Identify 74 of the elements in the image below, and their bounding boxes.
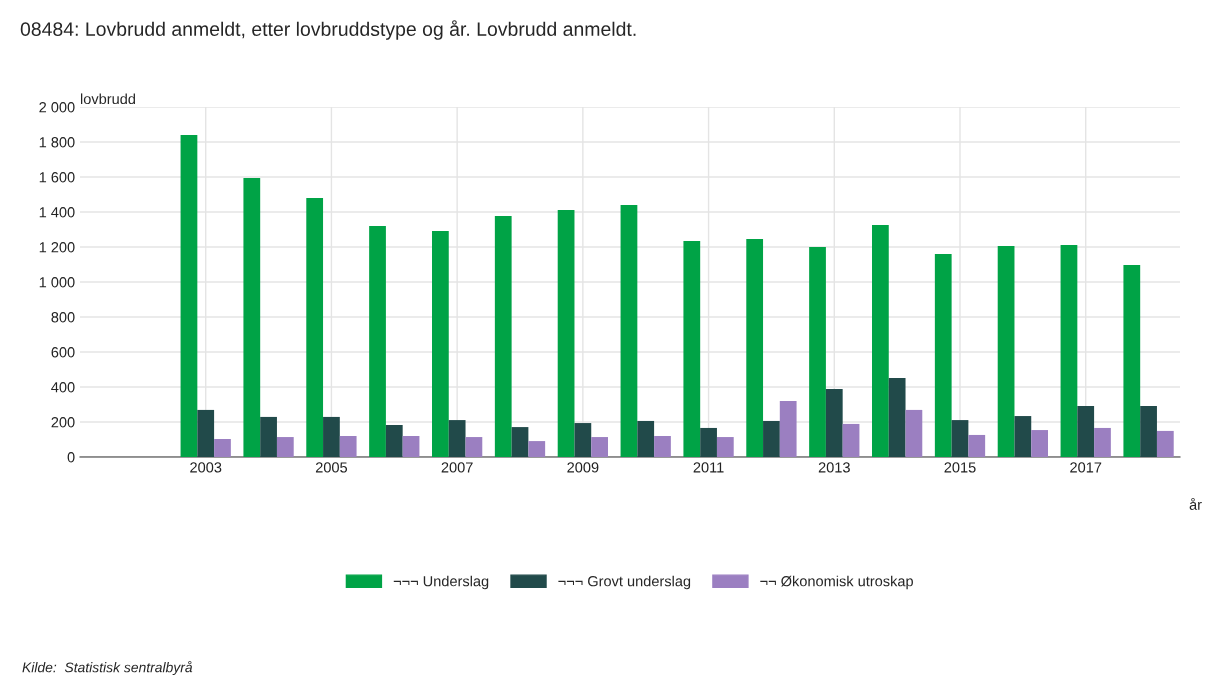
legend-label: ¬¬ Økonomisk utroskap: [760, 575, 913, 590]
y-tick-label: 1 400: [39, 207, 75, 218]
bar: [323, 416, 340, 457]
x-axis-title: år: [1189, 498, 1202, 510]
y-tick-label: 0: [67, 452, 75, 463]
x-tick-label: 2017: [1070, 462, 1102, 473]
y-tick-label: 1 200: [39, 242, 75, 253]
bar: [968, 434, 986, 457]
y-tick-label: 2 000: [39, 102, 75, 113]
x-tick-label: 2005: [315, 462, 348, 473]
bar: [716, 437, 734, 457]
bar: [620, 205, 638, 457]
bar: [700, 427, 717, 457]
bar: [432, 231, 449, 457]
y-tick-label: 1 800: [39, 137, 75, 148]
x-tick-label: 2009: [567, 462, 599, 473]
bar: [214, 438, 231, 457]
y-tick-label: 400: [51, 382, 75, 393]
bar: [1140, 406, 1157, 457]
x-tick-label: 2015: [944, 462, 976, 473]
bar: [934, 254, 952, 457]
y-tick-label: 600: [51, 347, 75, 358]
bar: [180, 135, 198, 457]
bar: [574, 423, 592, 457]
bar: [494, 216, 512, 457]
legend-label: ¬¬¬ Underslag: [393, 575, 489, 590]
y-tick-label: 1 000: [39, 277, 75, 288]
x-tick-label: 2013: [818, 462, 850, 473]
bar: [306, 198, 324, 457]
bar: [763, 420, 780, 457]
bar: [465, 437, 483, 457]
y-tick-label: 200: [51, 417, 75, 428]
x-tick-label: 2003: [190, 462, 222, 473]
bar: [997, 245, 1015, 457]
bar: [1123, 265, 1141, 457]
bar: [1060, 245, 1078, 457]
bar: [1031, 430, 1048, 457]
text: Kilde: Statistisk sentralbyrå: [22, 660, 193, 676]
bar: [825, 388, 843, 457]
bar: [905, 409, 923, 457]
bar: [591, 437, 608, 457]
bar: [511, 427, 529, 457]
bar: [243, 178, 261, 457]
y-tick-label: 1 600: [39, 172, 75, 183]
bar: [888, 378, 906, 457]
bar: [746, 238, 764, 457]
bar: [872, 224, 889, 457]
bar: [809, 247, 826, 457]
bar: [339, 436, 357, 457]
bar: [683, 241, 701, 457]
x-tick-label: 2011: [693, 462, 724, 473]
y-axis-title: lovbrudd: [80, 93, 135, 105]
legend-label: ¬¬¬ Grovt underslag: [558, 575, 691, 590]
bar: [528, 441, 546, 457]
bar: [779, 401, 797, 457]
chart-title: 08484: Lovbrudd anmeldt, etter lovbruddstype og år. Lovbrudd anmeldt.: [20, 20, 636, 40]
bar: [637, 420, 655, 457]
bar: [369, 226, 386, 457]
y-tick-label: 800: [51, 312, 75, 323]
bar: [1077, 406, 1095, 457]
bar: [1156, 430, 1174, 457]
bar: [448, 420, 466, 457]
bar: [842, 423, 860, 457]
x-tick-label: 2007: [441, 462, 473, 473]
bar: [260, 416, 277, 457]
bar: [654, 436, 671, 457]
bar: [1094, 427, 1111, 457]
bar: [557, 210, 575, 457]
bar: [276, 437, 294, 457]
bar: [951, 420, 969, 457]
bar: [1014, 416, 1032, 457]
bar: [402, 436, 420, 457]
bar: [197, 409, 215, 457]
bar: [385, 424, 403, 457]
